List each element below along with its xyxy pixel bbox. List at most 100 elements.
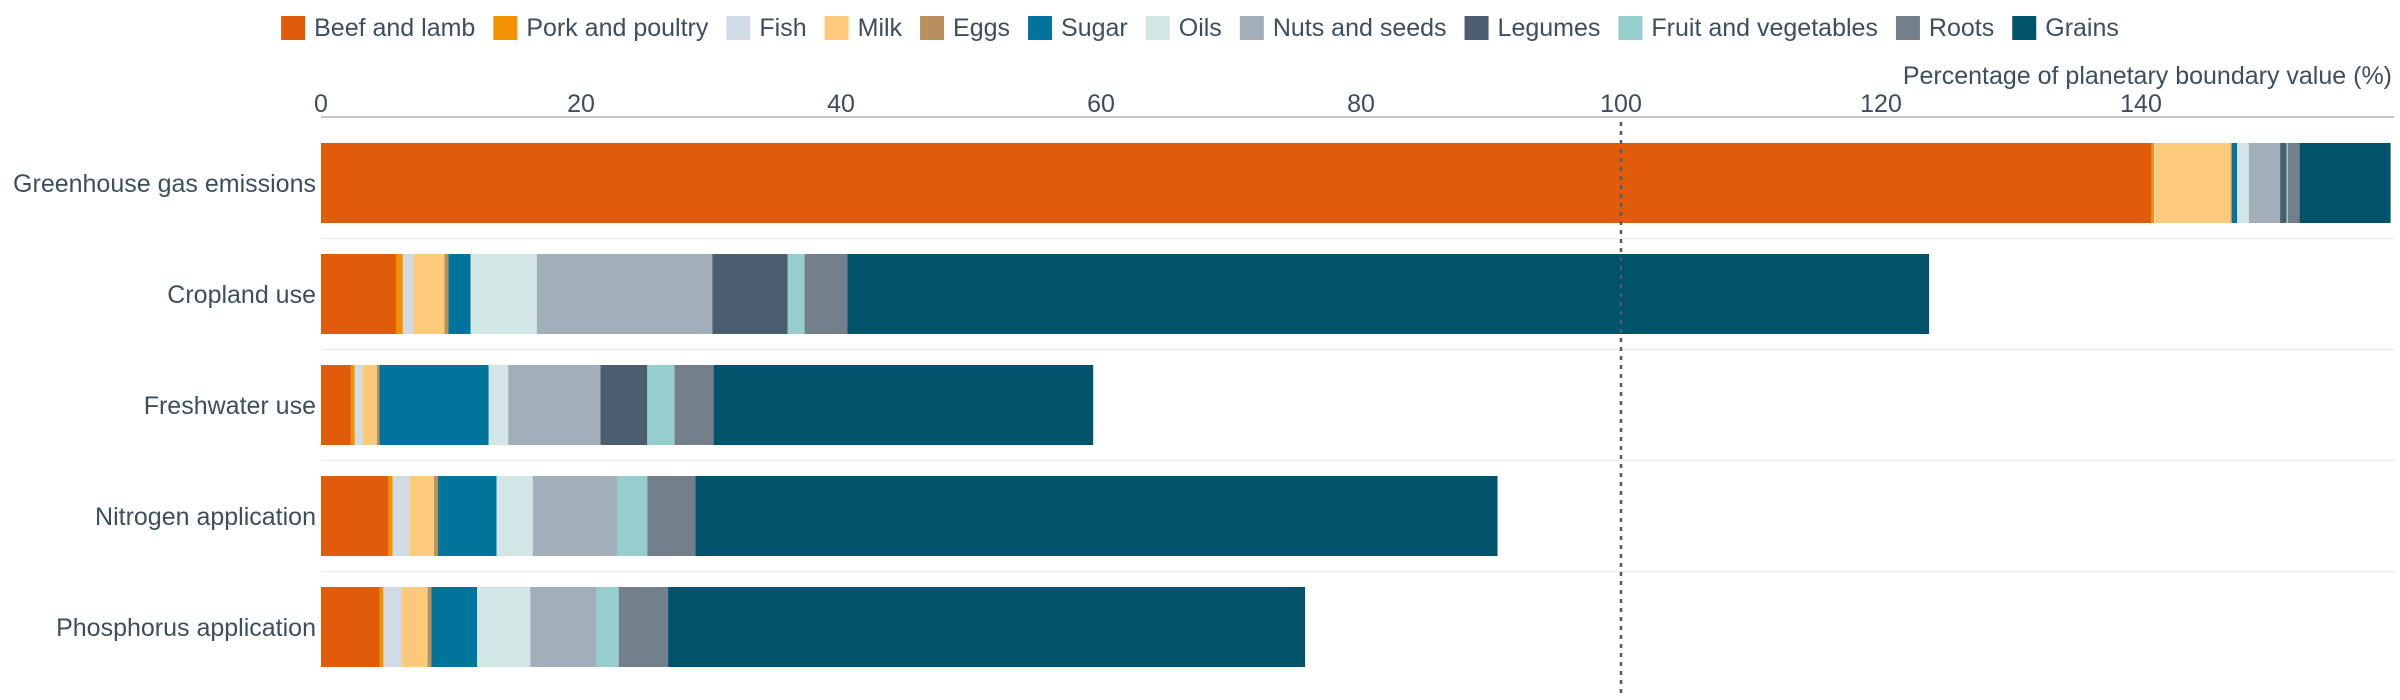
bar-freshwater-use-roots <box>674 365 714 445</box>
bar-freshwater-use-grains <box>713 365 1094 445</box>
x-tick-label-0: 0 <box>314 90 328 118</box>
legend-label-pork-and-poultry: Pork and poultry <box>526 14 709 42</box>
bar-greenhouse-gas-emissions-oils <box>2237 143 2249 223</box>
bar-greenhouse-gas-emissions-fruit-and-vegetables <box>2286 143 2288 223</box>
legend-item-legumes: Legumes <box>1464 14 1601 42</box>
legend-swatch-legumes <box>1464 16 1489 40</box>
x-tick-label-80: 80 <box>1347 90 1375 118</box>
bar-freshwater-use-beef-and-lamb <box>321 365 351 445</box>
row-gridlines <box>321 237 2394 573</box>
bar-freshwater-use-pork-and-poultry <box>350 365 355 445</box>
bar-phosphorus-application-fish <box>383 587 402 667</box>
x-tick-label-120: 120 <box>1860 90 1902 118</box>
bar-nitrogen-application-fruit-and-vegetables <box>617 476 648 556</box>
bar-nitrogen-application-eggs <box>434 476 438 556</box>
bar-cropland-use-fish <box>402 254 414 334</box>
legend-swatch-oils <box>1145 16 1170 40</box>
bar-freshwater-use-sugar <box>379 365 489 445</box>
bar-greenhouse-gas-emissions-nuts-and-seeds <box>2248 143 2281 223</box>
legend-label-milk: Milk <box>858 14 903 42</box>
legend-swatch-pork-and-poultry <box>493 16 518 40</box>
category-label-phosphorus-application: Phosphorus application <box>56 614 316 642</box>
bar-nitrogen-application-beef-and-lamb <box>321 476 389 556</box>
bar-phosphorus-application-pork-and-poultry <box>379 587 384 667</box>
x-tick-label-100: 100 <box>1600 90 1642 118</box>
bar-phosphorus-application-roots <box>618 587 669 667</box>
legend: Beef and lamb Pork and poultry Fish Milk Egg… <box>281 14 2119 42</box>
x-tick-label-20: 20 <box>567 90 595 118</box>
x-tick-label-60: 60 <box>1087 90 1115 118</box>
bar-freshwater-use-fruit-and-vegetables <box>647 365 675 445</box>
legend-label-legumes: Legumes <box>1498 14 1601 42</box>
bar-freshwater-use-fish <box>354 365 363 445</box>
bar-nitrogen-application-sugar <box>438 476 497 556</box>
bar-phosphorus-application-oils <box>477 587 531 667</box>
bar-phosphorus-application-grains <box>668 587 1306 667</box>
legend-swatch-beef-and-lamb <box>281 16 306 40</box>
legend-item-eggs: Eggs <box>920 14 1010 42</box>
legend-label-beef-and-lamb: Beef and lamb <box>314 14 475 42</box>
legend-swatch-fruit-and-vegetables <box>1618 16 1643 40</box>
legend-label-fish: Fish <box>759 14 806 42</box>
x-axis-ticks: 0 20 40 60 80 100 120 140 <box>314 90 2162 118</box>
legend-item-roots: Roots <box>1895 14 1994 42</box>
bar-cropland-use-beef-and-lamb <box>321 254 397 334</box>
category-label-greenhouse-gas-emissions: Greenhouse gas emissions <box>13 170 316 198</box>
x-tick-label-140: 140 <box>2120 90 2162 118</box>
bar-freshwater-use-nuts-and-seeds <box>508 365 601 445</box>
legend-swatch-fish <box>726 16 751 40</box>
bar-cropland-use-pork-and-poultry <box>396 254 403 334</box>
bar-phosphorus-application-milk <box>401 587 428 667</box>
bars <box>321 143 2391 667</box>
bar-phosphorus-application-eggs <box>427 587 432 667</box>
legend-swatch-eggs <box>920 16 945 40</box>
bar-greenhouse-gas-emissions-legumes <box>2280 143 2287 223</box>
bar-greenhouse-gas-emissions-roots <box>2287 143 2300 223</box>
bar-phosphorus-application-sugar <box>431 587 477 667</box>
bar-freshwater-use-oils <box>488 365 509 445</box>
bar-nitrogen-application-pork-and-poultry <box>388 476 393 556</box>
bar-cropland-use-milk <box>413 254 445 334</box>
legend-item-fruit-and-vegetables: Fruit and vegetables <box>1618 14 1878 42</box>
bar-cropland-use-fruit-and-vegetables <box>787 254 805 334</box>
bar-cropland-use-legumes <box>712 254 788 334</box>
x-axis-label: Percentage of planetary boundary value (… <box>1903 62 2392 90</box>
bar-greenhouse-gas-emissions-milk <box>2155 143 2231 223</box>
bar-cropland-use-roots <box>804 254 848 334</box>
category-label-nitrogen-application: Nitrogen application <box>95 503 316 531</box>
bar-phosphorus-application-beef-and-lamb <box>321 587 380 667</box>
legend-label-oils: Oils <box>1179 14 1222 42</box>
category-label-cropland-use: Cropland use <box>167 281 316 309</box>
bar-nitrogen-application-grains <box>695 476 1498 556</box>
legend-swatch-milk <box>824 16 849 40</box>
bar-greenhouse-gas-emissions-pork-and-poultry <box>2151 143 2154 223</box>
legend-item-pork-and-poultry: Pork and poultry <box>493 14 709 42</box>
legend-swatch-sugar <box>1028 16 1053 40</box>
bar-greenhouse-gas-emissions-sugar <box>2232 143 2238 223</box>
legend-label-eggs: Eggs <box>953 14 1010 42</box>
bar-greenhouse-gas-emissions-fish <box>2154 143 2156 223</box>
bar-nitrogen-application-roots <box>647 476 696 556</box>
bar-phosphorus-application-nuts-and-seeds <box>530 587 597 667</box>
legend-label-grains: Grains <box>2045 14 2119 42</box>
bar-phosphorus-application-fruit-and-vegetables <box>596 587 619 667</box>
bar-greenhouse-gas-emissions-eggs <box>2230 143 2232 223</box>
bar-freshwater-use-milk <box>362 365 377 445</box>
bar-freshwater-use-eggs <box>376 365 380 445</box>
bar-cropland-use-oils <box>470 254 537 334</box>
bar-nitrogen-application-oils <box>496 476 533 556</box>
legend-item-oils: Oils <box>1145 14 1222 42</box>
legend-swatch-nuts-and-seeds <box>1239 16 1264 40</box>
legend-label-sugar: Sugar <box>1061 14 1128 42</box>
legend-item-fish: Fish <box>726 14 807 42</box>
bar-greenhouse-gas-emissions-grains <box>2299 143 2391 223</box>
legend-item-sugar: Sugar <box>1028 14 1128 42</box>
legend-item-beef-and-lamb: Beef and lamb <box>281 14 475 42</box>
bar-nitrogen-application-nuts-and-seeds <box>532 476 618 556</box>
legend-label-fruit-and-vegetables: Fruit and vegetables <box>1651 14 1878 42</box>
bar-greenhouse-gas-emissions-beef-and-lamb <box>321 143 2152 223</box>
category-label-freshwater-use: Freshwater use <box>144 392 316 420</box>
bar-cropland-use-grains <box>847 254 1930 334</box>
